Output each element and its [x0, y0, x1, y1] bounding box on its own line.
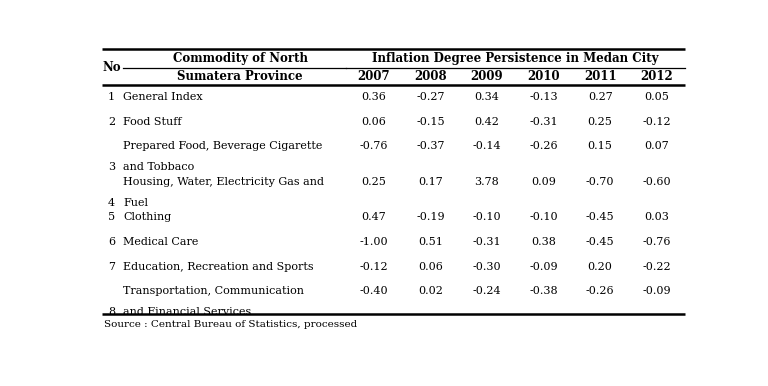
Text: -0.45: -0.45 — [586, 212, 614, 222]
Text: Fuel: Fuel — [123, 198, 148, 208]
Text: 0.25: 0.25 — [362, 177, 386, 187]
Text: -0.76: -0.76 — [359, 141, 388, 151]
Text: 0.42: 0.42 — [475, 117, 499, 127]
Text: Clothing: Clothing — [123, 212, 171, 222]
Text: Housing, Water, Electricity Gas and: Housing, Water, Electricity Gas and — [123, 177, 324, 187]
Text: -0.24: -0.24 — [472, 286, 502, 296]
Text: 7: 7 — [108, 262, 115, 271]
Text: -0.26: -0.26 — [586, 286, 614, 296]
Text: -0.26: -0.26 — [529, 141, 558, 151]
Text: 0.15: 0.15 — [588, 141, 613, 151]
Text: 0.36: 0.36 — [362, 92, 386, 102]
Text: and Financial Services: and Financial Services — [123, 307, 251, 317]
Text: 0.05: 0.05 — [644, 92, 669, 102]
Text: -0.31: -0.31 — [472, 237, 502, 247]
Text: -0.15: -0.15 — [416, 117, 445, 127]
Text: 4: 4 — [108, 198, 115, 208]
Text: -0.31: -0.31 — [529, 117, 558, 127]
Text: 1: 1 — [108, 92, 115, 102]
Text: -0.37: -0.37 — [416, 141, 445, 151]
Text: 6: 6 — [108, 237, 115, 247]
Text: 8: 8 — [108, 307, 115, 317]
Text: Transportation, Communication: Transportation, Communication — [123, 286, 304, 296]
Text: 0.06: 0.06 — [362, 117, 386, 127]
Text: Education, Recreation and Sports: Education, Recreation and Sports — [123, 262, 314, 271]
Text: 0.07: 0.07 — [644, 141, 669, 151]
Text: 2010: 2010 — [528, 70, 560, 83]
Text: 0.38: 0.38 — [531, 237, 556, 247]
Text: -0.60: -0.60 — [642, 177, 671, 187]
Text: Inflation Degree Persistence in Medan City: Inflation Degree Persistence in Medan Ci… — [372, 52, 658, 65]
Text: 3.78: 3.78 — [475, 177, 499, 187]
Text: -0.70: -0.70 — [586, 177, 614, 187]
Text: 2: 2 — [108, 117, 115, 127]
Text: 0.02: 0.02 — [418, 286, 443, 296]
Text: -0.09: -0.09 — [642, 286, 671, 296]
Text: -0.76: -0.76 — [643, 237, 671, 247]
Text: -0.27: -0.27 — [416, 92, 445, 102]
Text: Prepared Food, Beverage Cigarette: Prepared Food, Beverage Cigarette — [123, 141, 323, 151]
Text: 0.27: 0.27 — [588, 92, 613, 102]
Text: 0.34: 0.34 — [475, 92, 499, 102]
Text: 0.25: 0.25 — [588, 117, 613, 127]
Text: No: No — [102, 61, 121, 74]
Text: 0.47: 0.47 — [362, 212, 386, 222]
Text: -0.40: -0.40 — [359, 286, 388, 296]
Text: -0.30: -0.30 — [472, 262, 502, 271]
Text: General Index: General Index — [123, 92, 203, 102]
Text: 5: 5 — [108, 212, 115, 222]
Text: -0.12: -0.12 — [359, 262, 388, 271]
Text: 0.09: 0.09 — [531, 177, 556, 187]
Text: -0.10: -0.10 — [472, 212, 502, 222]
Text: Food Stuff: Food Stuff — [123, 117, 181, 127]
Text: Sumatera Province: Sumatera Province — [177, 70, 303, 83]
Text: -0.09: -0.09 — [529, 262, 558, 271]
Text: 2009: 2009 — [471, 70, 503, 83]
Text: and Tobbaco: and Tobbaco — [123, 163, 194, 173]
Text: -1.00: -1.00 — [359, 237, 388, 247]
Text: -0.38: -0.38 — [529, 286, 558, 296]
Text: -0.12: -0.12 — [642, 117, 671, 127]
Text: 0.06: 0.06 — [418, 262, 443, 271]
Text: -0.10: -0.10 — [529, 212, 558, 222]
Text: 2012: 2012 — [641, 70, 673, 83]
Text: -0.45: -0.45 — [586, 237, 614, 247]
Text: -0.13: -0.13 — [529, 92, 558, 102]
Text: 0.17: 0.17 — [418, 177, 443, 187]
Text: Medical Care: Medical Care — [123, 237, 198, 247]
Text: -0.22: -0.22 — [642, 262, 671, 271]
Text: 0.20: 0.20 — [588, 262, 613, 271]
Text: Source : Central Bureau of Statistics, processed: Source : Central Bureau of Statistics, p… — [104, 320, 357, 329]
Text: 2007: 2007 — [358, 70, 390, 83]
Text: 0.51: 0.51 — [418, 237, 443, 247]
Text: Commodity of North: Commodity of North — [173, 52, 308, 65]
Text: 2011: 2011 — [584, 70, 617, 83]
Text: 3: 3 — [108, 163, 115, 173]
Text: -0.14: -0.14 — [472, 141, 502, 151]
Text: -0.19: -0.19 — [416, 212, 445, 222]
Text: 2008: 2008 — [414, 70, 447, 83]
Text: 0.03: 0.03 — [644, 212, 669, 222]
